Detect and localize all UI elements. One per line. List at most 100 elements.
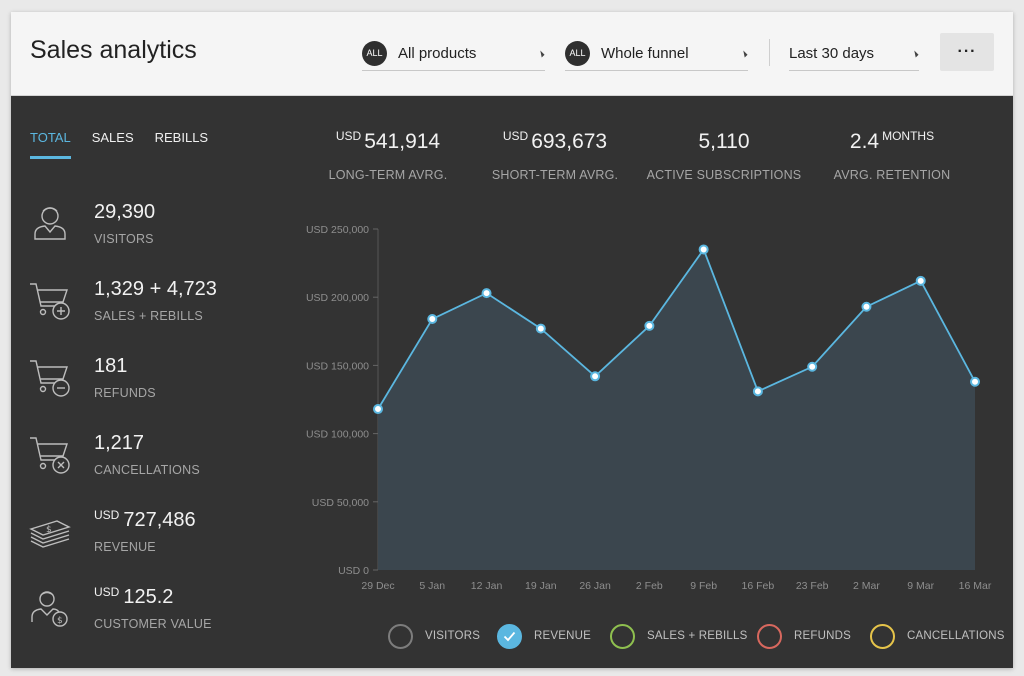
revenue-point — [644, 320, 655, 331]
funnel-filter-value: Whole funnel — [601, 44, 689, 62]
kpi-amount: 541,914 — [364, 130, 441, 153]
legend-item-refunds[interactable]: REFUNDS — [757, 622, 851, 650]
kpi-amount: 2.4 — [849, 130, 880, 153]
all-badge: ALL — [362, 40, 387, 66]
customer-value-amount: 125.2 — [123, 586, 174, 608]
revenue-point — [861, 301, 872, 312]
metric-value: 1,217 — [94, 432, 145, 454]
revenue-area-chart: USD 0 USD 50,000 USD 100,000 USD 150,000 USD… — [306, 224, 992, 592]
revenue-point — [698, 244, 709, 255]
y-tick-label: USD 100,000 — [306, 429, 369, 441]
kpi-value: 5,110 — [698, 130, 750, 153]
revenue-point — [481, 288, 492, 299]
x-tick-label: 16 Feb — [742, 580, 775, 592]
kpi-long-term-avg: USD 541,914 LONG-TERM AVRG. — [288, 129, 488, 182]
legend-label: VISITORS — [425, 630, 481, 642]
currency-label: USD — [335, 129, 362, 143]
legend-item-visitors[interactable]: VISITORS — [388, 622, 480, 650]
revenue-point — [752, 386, 763, 397]
y-tick-label: USD 200,000 — [306, 292, 369, 304]
legend-label: REFUNDS — [794, 630, 851, 642]
currency-label: USD — [94, 508, 120, 522]
cart-cancel-icon — [30, 437, 70, 474]
x-tick-label: 19 Jan — [525, 580, 557, 592]
dropdown-caret-icon — [740, 50, 748, 58]
metric-label: REFUNDS — [94, 386, 156, 400]
metric-label: CANCELLATIONS — [94, 463, 200, 477]
revenue-point — [427, 314, 438, 325]
tab-rebills[interactable]: REBILLS — [154, 130, 209, 145]
metric-label: SALES + REBILLS — [94, 309, 203, 323]
tab-total[interactable]: TOTAL — [30, 130, 71, 159]
x-tick-label: 9 Feb — [690, 580, 717, 592]
revenue-line — [377, 247, 976, 410]
x-tick-label: 23 Feb — [796, 580, 829, 592]
view-tabs: TOTAL SALES REBILLS — [30, 130, 229, 159]
revenue-point — [970, 376, 980, 387]
metric-revenue: $ USD 727,486 REVENUE — [27, 508, 287, 569]
more-options-button[interactable]: ··· — [940, 33, 994, 71]
revenue-point — [915, 275, 926, 286]
kpi-amount: 693,673 — [531, 130, 608, 153]
legend-label: REVENUE — [534, 630, 591, 642]
svg-text:$: $ — [46, 525, 52, 535]
kpi-label: ACTIVE SUBSCRIPTIONS — [646, 168, 802, 182]
customer-value-icon: $ — [31, 591, 68, 627]
product-filter-value: All products — [398, 44, 477, 62]
header-divider — [769, 39, 770, 66]
cart-minus-icon — [30, 360, 70, 397]
legend-toggle-icon — [870, 623, 895, 649]
revenue-amount: 727,486 — [123, 509, 196, 531]
legend-label: SALES + REBILLS — [647, 630, 748, 642]
period-filter-value: Last 30 days — [789, 44, 875, 62]
metric-customer-value: $ USD 125.2 CUSTOMER VALUE — [27, 585, 287, 646]
kpi-avg-retention: 2.4 MONTHS AVRG. RETENTION — [792, 129, 992, 182]
funnel-filter-dropdown[interactable]: ALL Whole funnel — [565, 36, 748, 71]
dashboard-frame: Sales analytics ALL All products ALL Who… — [11, 12, 1013, 668]
page-title: Sales analytics — [30, 36, 197, 64]
metric-value: USD 125.2 — [94, 585, 174, 609]
kpi-value: 2.4 MONTHS — [792, 129, 992, 154]
money-stack-icon: $ — [29, 520, 71, 548]
kpi-short-term-avg: USD 693,673 SHORT-TERM AVRG. — [455, 129, 655, 182]
dropdown-caret-icon — [911, 50, 919, 58]
y-tick-label: USD 150,000 — [306, 360, 369, 372]
kpi-active-subscriptions: 5,110 ACTIVE SUBSCRIPTIONS — [624, 130, 824, 182]
y-tick-label: USD 0 — [338, 565, 369, 577]
y-tick-label: USD 50,000 — [312, 497, 369, 509]
currency-label: USD — [502, 129, 529, 143]
period-filter-dropdown[interactable]: Last 30 days — [789, 36, 919, 71]
legend-toggle-icon — [388, 623, 413, 649]
x-tick-label: 5 Jan — [419, 580, 445, 592]
revenue-point — [373, 404, 383, 415]
metric-label: CUSTOMER VALUE — [94, 617, 212, 631]
metric-label: VISITORS — [94, 232, 154, 246]
chart-legend: VISITORS REVENUE SALES + REBILLS REFUNDS… — [388, 622, 1008, 652]
legend-item-cancellations[interactable]: CANCELLATIONS — [870, 622, 1005, 650]
metric-visitors: 29,390 VISITORS — [27, 201, 287, 261]
x-tick-label: 2 Feb — [636, 580, 663, 592]
tab-sales[interactable]: SALES — [91, 130, 134, 145]
metric-value: USD 727,486 — [94, 508, 196, 532]
revenue-point — [807, 361, 818, 372]
x-tick-label: 2 Mar — [853, 580, 880, 592]
metric-sales-rebills: 1,329 + 4,723 SALES + REBILLS — [27, 278, 287, 338]
x-tick-label: 9 Mar — [907, 580, 934, 592]
revenue-point — [535, 323, 546, 334]
metric-value: 1,329 + 4,723 — [94, 278, 217, 300]
x-tick-label: 29 Dec — [361, 580, 394, 592]
kpi-unit: MONTHS — [882, 129, 935, 143]
x-tick-label: 16 Mar — [959, 580, 992, 592]
legend-item-sales-rebills[interactable]: SALES + REBILLS — [610, 622, 748, 650]
metric-label: REVENUE — [94, 540, 156, 554]
x-tick-label: 12 Jan — [471, 580, 503, 592]
kpi-label: LONG-TERM AVRG. — [328, 168, 448, 182]
legend-item-revenue[interactable]: REVENUE — [497, 622, 591, 650]
metric-value: 29,390 — [94, 201, 156, 223]
currency-label: USD — [94, 585, 120, 599]
legend-toggle-icon — [610, 623, 635, 649]
metric-value: 181 — [94, 355, 128, 377]
header-bar: Sales analytics ALL All products ALL Who… — [11, 12, 1013, 96]
cart-plus-icon — [30, 283, 70, 320]
product-filter-dropdown[interactable]: ALL All products — [362, 36, 545, 71]
